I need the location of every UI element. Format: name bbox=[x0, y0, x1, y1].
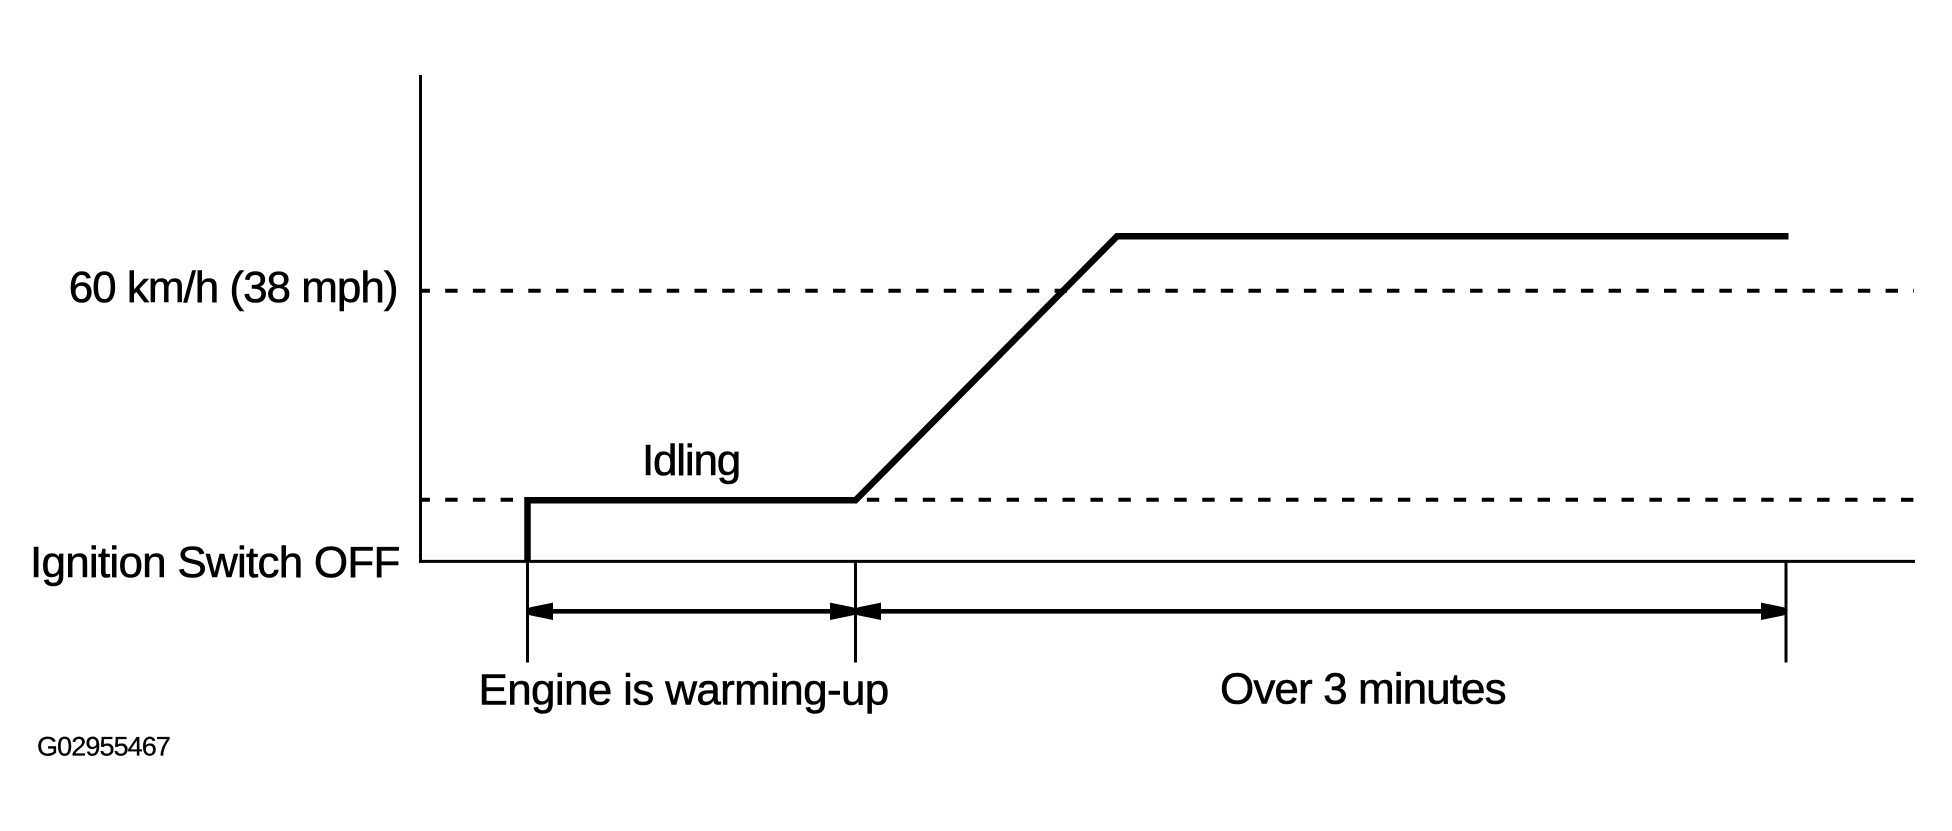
svg-text:Ignition Switch OFF: Ignition Switch OFF bbox=[30, 538, 400, 587]
svg-text:Engine is warming-up: Engine is warming-up bbox=[479, 666, 889, 715]
svg-text:60 km/h (38 mph): 60 km/h (38 mph) bbox=[69, 263, 398, 312]
svg-text:Over 3 minutes: Over 3 minutes bbox=[1220, 665, 1506, 714]
svg-text:G02955467: G02955467 bbox=[37, 732, 170, 762]
svg-text:Idling: Idling bbox=[642, 436, 740, 485]
